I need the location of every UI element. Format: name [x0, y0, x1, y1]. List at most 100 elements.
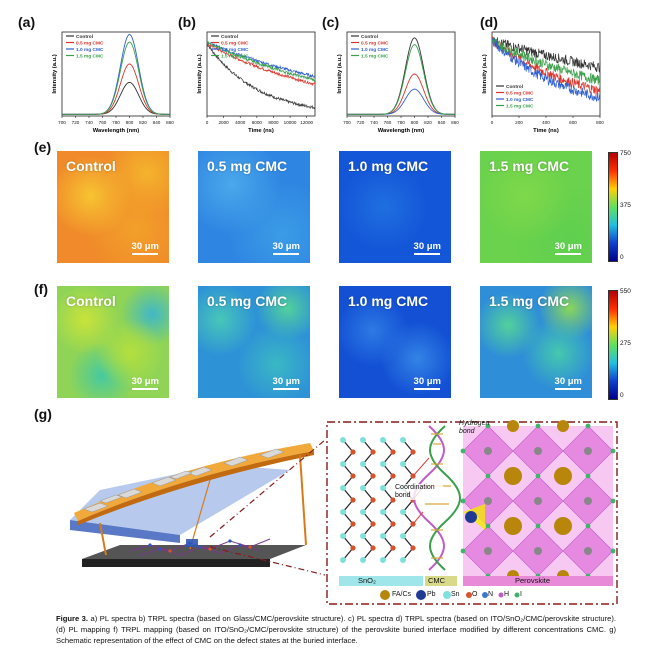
panel-label-e: (e) [34, 139, 52, 155]
x-axis-label: Wavelength (nm) [93, 128, 140, 134]
perovskite-label: Perovskite [515, 576, 551, 585]
legend-entry: Control [506, 84, 523, 90]
legend-n [482, 592, 488, 598]
trpl-map-05: 0.5 mg CMC 30 μm [198, 286, 310, 398]
pl-map-15: 1.5 mg CMC 30 μm [480, 151, 592, 263]
y-axis-label: Intensity (a.u.) [197, 54, 203, 93]
device-schematic [70, 439, 326, 576]
colorbar-mid: 275 [620, 340, 631, 347]
x-tick-label: 400 [542, 120, 550, 125]
pl-map-05: 0.5 mg CMC 30 μm [198, 151, 310, 263]
x-tick-label: 820 [139, 120, 147, 125]
legend-entry: 1.5 mg CMC [506, 103, 534, 109]
chart-c: 700 720 740 760 780 800 820 840 860 Wavelength (n… [325, 26, 465, 143]
colorbar-min: 0 [620, 392, 624, 399]
legend-entry: 1.0 mg CMC [76, 47, 104, 53]
series-line [206, 40, 316, 79]
pb-atoms [484, 447, 592, 555]
series-line [491, 38, 601, 85]
y-axis-label: Intensity (a.u.) [337, 54, 343, 93]
legend-entry: 0.5 mg CMC [221, 40, 249, 46]
pl-map-10: 1.0 mg CMC 30 μm [339, 151, 451, 263]
scale-bar: 30 μm [554, 241, 582, 255]
x-tick-label: 720 [72, 120, 80, 125]
x-tick-label: 780 [397, 120, 405, 125]
zoom-frame [326, 421, 618, 605]
legend-h [498, 592, 504, 598]
map-label: Control [66, 158, 116, 174]
chart-d: 0 200 400 600 800 Time (ns) Intensity (a.u.) Co… [470, 26, 610, 143]
legend-o [466, 592, 472, 598]
trpl-map-15: 1.5 mg CMC 30 μm [480, 286, 592, 398]
series-line [206, 40, 316, 82]
series-line [491, 36, 601, 95]
caption-text: a) PL spectra b) TRPL spectra (based on … [56, 614, 616, 645]
x-tick-label: 6000 [252, 120, 263, 125]
caption-lead: Figure 3. [56, 614, 89, 623]
sno2-bar [339, 576, 423, 586]
legend-entry: Control [76, 34, 93, 40]
series-line [206, 43, 316, 110]
coordination-bond-label: Coordination bond [395, 484, 443, 500]
x-tick-label: 760 [99, 120, 107, 125]
x-tick-label: 2000 [218, 120, 229, 125]
legend-fa-cs [380, 590, 390, 600]
substrate-side [82, 559, 270, 567]
x-tick-label: 12000 [300, 120, 313, 125]
x-tick-label: 700 [58, 120, 66, 125]
x-tick-label: 760 [384, 120, 392, 125]
panel-label-b: (b) [178, 14, 196, 30]
x-tick-label: 740 [85, 120, 93, 125]
y-axis-label: Intensity (a.u.) [482, 54, 488, 93]
x-tick-label: 200 [515, 120, 523, 125]
x-tick-label: 600 [569, 120, 577, 125]
legend-entry: 0.5 mg CMC [506, 90, 534, 96]
light-beam [70, 465, 290, 535]
legend-label-fa-cs: FA/Cs [392, 591, 412, 598]
legend-sn [443, 591, 451, 599]
x-tick-label: 840 [438, 120, 446, 125]
panel-label-d: (d) [480, 14, 498, 30]
x-tick-label: 8000 [268, 120, 279, 125]
electrodes [83, 448, 285, 513]
x-tick-label: 720 [357, 120, 365, 125]
colorbar-max: 750 [620, 150, 631, 157]
map-label: 1.0 mg CMC [348, 158, 429, 174]
cmc-bar [425, 576, 457, 586]
colorbar-f [608, 290, 618, 400]
legend-entry: 1.0 mg CMC [361, 47, 389, 53]
interface-zoom [326, 420, 618, 605]
x-tick-label: 860 [451, 120, 459, 125]
series-line [62, 34, 171, 115]
legend-label-sn: Sn [451, 591, 460, 598]
legend-label-pb: Pb [427, 591, 436, 598]
colorbar-max: 550 [620, 288, 631, 295]
x-axis-label: Wavelength (nm) [378, 128, 425, 134]
y-axis-label: Intensity (a.u.) [52, 54, 58, 93]
x-tick-label: 0 [491, 120, 494, 125]
series-line [491, 37, 601, 102]
trpl-map-10: 1.0 mg CMC 30 μm [339, 286, 451, 398]
legend-entry: Control [361, 34, 378, 40]
scale-bar: 30 μm [131, 376, 159, 390]
scale-bar: 30 μm [413, 241, 441, 255]
x-tick-label: 700 [343, 120, 351, 125]
pl-map-control: Control 30 μm [57, 151, 169, 263]
x-tick-label: 800 [126, 120, 134, 125]
x-tick-label: 840 [153, 120, 161, 125]
map-label: 0.5 mg CMC [207, 293, 288, 309]
figure-caption: Figure 3. a) PL spectra b) TRPL spectra … [56, 613, 616, 646]
map-label: 1.5 mg CMC [489, 158, 570, 174]
perovskite-bar [463, 576, 613, 586]
panel-label-a: (a) [18, 14, 36, 30]
pb-defect-atom [465, 511, 477, 523]
series-line [347, 44, 456, 115]
perovskite-film [74, 443, 314, 521]
x-tick-label: 740 [370, 120, 378, 125]
legend-entry: 1.5 mg CMC [221, 53, 249, 59]
legend-pb [416, 590, 426, 600]
scale-bar: 30 μm [413, 376, 441, 390]
legend-entry: 1.0 mg CMC [506, 97, 534, 103]
scale-bar: 30 μm [131, 241, 159, 255]
x-tick-label: 800 [596, 120, 604, 125]
